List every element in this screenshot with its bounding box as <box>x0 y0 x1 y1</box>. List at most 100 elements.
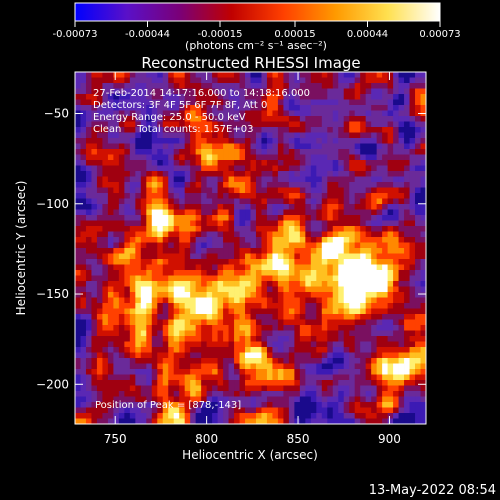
heatmap-cell <box>349 160 356 166</box>
heatmap-cell <box>146 204 153 210</box>
heatmap-cell <box>393 72 399 78</box>
heatmap-cell <box>228 160 235 166</box>
heatmap-cell <box>415 347 421 353</box>
heatmap-cell <box>212 264 218 271</box>
heatmap-cell <box>206 132 213 139</box>
heatmap-cell <box>245 281 251 287</box>
heatmap-cell <box>168 369 175 375</box>
heatmap-cell <box>195 391 202 397</box>
heatmap-cell <box>102 237 109 243</box>
heatmap-cell <box>223 286 229 293</box>
heatmap-cell <box>305 149 312 155</box>
heatmap-cell <box>387 374 394 381</box>
heatmap-cell <box>420 270 426 276</box>
heatmap-cell <box>124 385 131 392</box>
heatmap-cell <box>223 341 229 348</box>
heatmap-cell <box>184 171 191 177</box>
heatmap-cell <box>206 226 213 232</box>
heatmap-cell <box>371 198 378 205</box>
heatmap-cell <box>415 325 421 331</box>
heatmap-cell <box>129 237 136 243</box>
heatmap-cell <box>250 231 257 238</box>
heatmap-cell <box>151 248 158 254</box>
heatmap-cell <box>157 281 164 287</box>
heatmap-cell <box>305 413 312 419</box>
heatmap-cell <box>234 132 240 139</box>
heatmap-cell <box>201 336 208 342</box>
heatmap-cell <box>75 418 81 424</box>
heatmap-cell <box>382 226 389 232</box>
heatmap-cell <box>151 396 158 403</box>
heatmap-cell <box>228 77 235 84</box>
heatmap-cell <box>91 116 98 122</box>
heatmap-cell <box>277 209 284 216</box>
heatmap-cell <box>151 99 158 106</box>
heatmap-cell <box>382 358 389 364</box>
heatmap-cell <box>157 127 164 133</box>
heatmap-cell <box>332 325 339 331</box>
heatmap-cell <box>190 308 197 315</box>
heatmap-cell <box>239 270 246 276</box>
heatmap-cell <box>190 374 197 381</box>
heatmap-cell <box>310 292 317 298</box>
heatmap-cell <box>266 193 273 199</box>
heatmap-cell <box>173 341 180 348</box>
heatmap-cell <box>234 83 240 89</box>
heatmap-cell <box>343 182 350 188</box>
heatmap-cell <box>75 308 81 315</box>
heatmap-cell <box>190 88 197 95</box>
heatmap-cell <box>80 242 87 249</box>
heatmap-cell <box>354 396 361 403</box>
heatmap-cell <box>96 110 103 117</box>
heatmap-cell <box>349 182 356 188</box>
heatmap-cell <box>288 154 295 161</box>
heatmap-cell <box>234 352 240 359</box>
heatmap-cell <box>299 132 306 139</box>
heatmap-cell <box>382 187 389 194</box>
heatmap-cell <box>299 396 306 403</box>
heatmap-cell <box>85 352 92 359</box>
heatmap-cell <box>140 308 147 315</box>
heatmap-cell <box>255 160 262 166</box>
heatmap-cell <box>277 336 284 342</box>
heatmap-cell <box>129 330 136 337</box>
heatmap-cell <box>415 110 421 117</box>
heatmap-cell <box>310 215 317 221</box>
heatmap-cell <box>168 418 175 424</box>
heatmap-cell <box>255 396 262 403</box>
heatmap-cell <box>277 132 284 139</box>
heatmap-cell <box>266 204 273 210</box>
heatmap-cell <box>404 418 410 424</box>
heatmap-cell <box>151 94 158 100</box>
heatmap-cell <box>107 231 114 238</box>
heatmap-cell <box>124 209 131 216</box>
heatmap-cell <box>129 220 136 227</box>
heatmap-cell <box>184 160 191 166</box>
heatmap-cell <box>365 270 372 276</box>
heatmap-cell <box>245 402 251 408</box>
heatmap-cell <box>107 281 114 287</box>
heatmap-cell <box>316 209 323 216</box>
heatmap-cell <box>157 303 164 309</box>
heatmap-cell <box>360 160 367 166</box>
heatmap-cell <box>162 275 169 282</box>
heatmap-cell <box>168 347 175 353</box>
heatmap-cell <box>157 226 164 232</box>
heatmap-cell <box>173 253 180 260</box>
heatmap-cell <box>102 220 109 227</box>
heatmap-cell <box>294 171 301 177</box>
heatmap-cell <box>404 149 410 155</box>
heatmap-cell <box>371 127 378 133</box>
heatmap-cell <box>277 264 284 271</box>
heatmap-cell <box>277 193 284 199</box>
heatmap-cell <box>382 99 389 106</box>
heatmap-cell <box>162 182 169 188</box>
heatmap-cell <box>91 418 98 424</box>
heatmap-cell <box>250 132 257 139</box>
heatmap-cell <box>272 182 279 188</box>
heatmap-cell <box>157 121 164 128</box>
heatmap-cell <box>316 418 323 424</box>
heatmap-cell <box>398 253 405 260</box>
heatmap-cell <box>228 99 235 106</box>
heatmap-cell <box>310 165 317 172</box>
